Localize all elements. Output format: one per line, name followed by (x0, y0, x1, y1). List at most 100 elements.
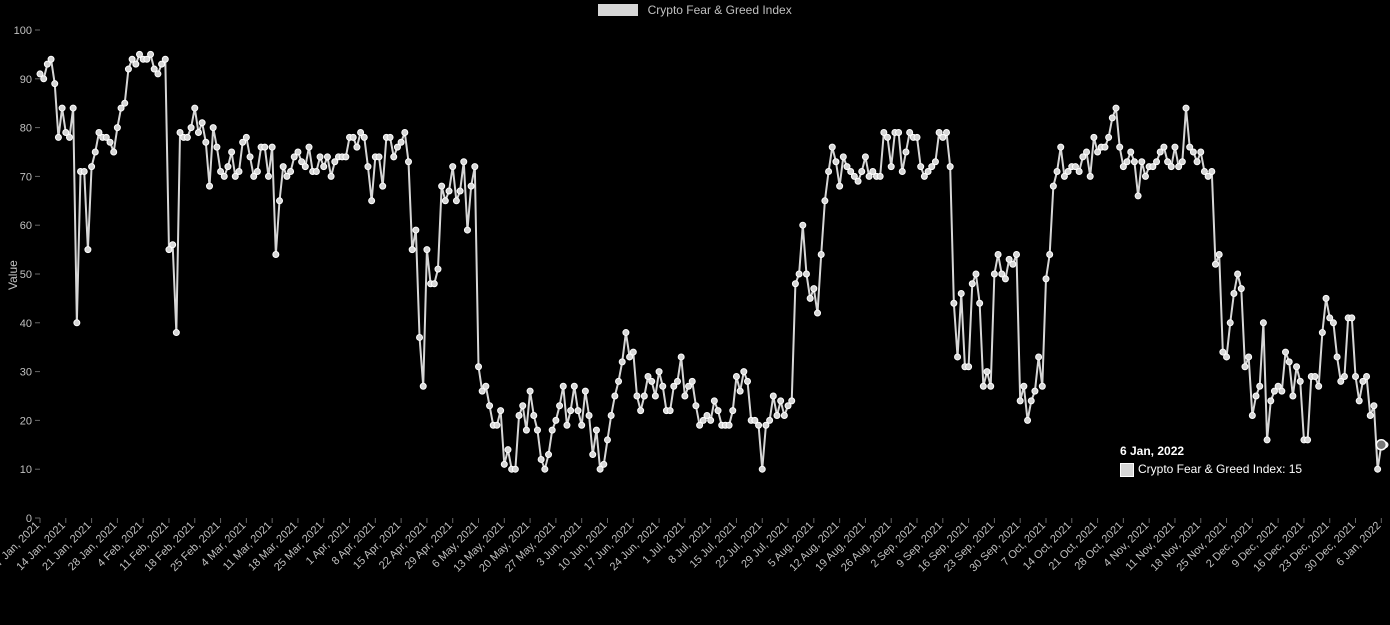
data-point[interactable] (932, 159, 938, 165)
data-point[interactable] (579, 422, 585, 428)
data-point[interactable] (557, 403, 563, 409)
data-point[interactable] (1375, 466, 1381, 472)
data-point[interactable] (759, 466, 765, 472)
data-point[interactable] (833, 159, 839, 165)
data-point[interactable] (1084, 149, 1090, 155)
data-point[interactable] (774, 413, 780, 419)
data-point[interactable] (431, 281, 437, 287)
data-point[interactable] (1297, 378, 1303, 384)
data-point[interactable] (1047, 251, 1053, 257)
data-point[interactable] (74, 320, 80, 326)
data-point[interactable] (424, 247, 430, 253)
data-point[interactable] (741, 369, 747, 375)
data-point[interactable] (667, 408, 673, 414)
data-point[interactable] (243, 134, 249, 140)
data-point[interactable] (409, 247, 415, 253)
data-point[interactable] (1128, 149, 1134, 155)
data-point[interactable] (966, 364, 972, 370)
data-point[interactable] (800, 222, 806, 228)
data-point[interactable] (1212, 261, 1218, 267)
data-point[interactable] (973, 271, 979, 277)
data-point[interactable] (483, 383, 489, 389)
data-point[interactable] (133, 61, 139, 67)
data-point[interactable] (969, 281, 975, 287)
data-point[interactable] (1131, 159, 1137, 165)
data-point[interactable] (472, 164, 478, 170)
data-point[interactable] (1142, 173, 1148, 179)
data-point[interactable] (1179, 159, 1185, 165)
data-point[interactable] (575, 408, 581, 414)
data-point[interactable] (343, 154, 349, 160)
data-point[interactable] (328, 173, 334, 179)
data-point[interactable] (862, 154, 868, 160)
data-point[interactable] (1036, 354, 1042, 360)
data-point[interactable] (464, 227, 470, 233)
data-point[interactable] (52, 81, 58, 87)
data-point[interactable] (958, 291, 964, 297)
data-point[interactable] (236, 169, 242, 175)
data-point[interactable] (641, 393, 647, 399)
data-point[interactable] (1268, 398, 1274, 404)
data-point[interactable] (184, 134, 190, 140)
data-point[interactable] (70, 105, 76, 111)
data-point[interactable] (321, 164, 327, 170)
data-point[interactable] (634, 393, 640, 399)
data-point[interactable] (549, 427, 555, 433)
data-point[interactable] (767, 417, 773, 423)
data-point[interactable] (855, 178, 861, 184)
data-point[interactable] (711, 398, 717, 404)
data-point[interactable] (1010, 261, 1016, 267)
data-point[interactable] (1076, 169, 1082, 175)
data-point[interactable] (81, 169, 87, 175)
data-point[interactable] (380, 183, 386, 189)
data-point[interactable] (317, 154, 323, 160)
data-point[interactable] (619, 359, 625, 365)
data-point[interactable] (1231, 291, 1237, 297)
data-point[interactable] (1113, 105, 1119, 111)
data-point[interactable] (350, 134, 356, 140)
data-point[interactable] (988, 383, 994, 389)
data-point[interactable] (1043, 276, 1049, 282)
data-point[interactable] (398, 139, 404, 145)
data-point[interactable] (85, 247, 91, 253)
data-point[interactable] (955, 354, 961, 360)
data-point[interactable] (1257, 383, 1263, 389)
data-point[interactable] (450, 164, 456, 170)
data-point[interactable] (582, 388, 588, 394)
data-point[interactable] (604, 437, 610, 443)
data-point[interactable] (877, 173, 883, 179)
data-point[interactable] (114, 125, 120, 131)
data-point[interactable] (885, 134, 891, 140)
data-point[interactable] (48, 56, 54, 62)
data-point[interactable] (41, 76, 47, 82)
data-point[interactable] (1021, 383, 1027, 389)
data-point[interactable] (1161, 144, 1167, 150)
data-point[interactable] (826, 169, 832, 175)
data-point[interactable] (896, 129, 902, 135)
data-point[interactable] (501, 461, 507, 467)
data-point[interactable] (203, 139, 209, 145)
data-point[interactable] (313, 169, 319, 175)
legend-top[interactable]: Crypto Fear & Greed Index (0, 2, 1390, 17)
data-point[interactable] (262, 144, 268, 150)
data-point[interactable] (1353, 373, 1359, 379)
data-point[interactable] (531, 413, 537, 419)
data-point[interactable] (254, 169, 260, 175)
data-point[interactable] (538, 456, 544, 462)
data-point[interactable] (660, 383, 666, 389)
data-point[interactable] (468, 183, 474, 189)
data-point[interactable] (693, 403, 699, 409)
data-point[interactable] (715, 408, 721, 414)
data-point[interactable] (59, 105, 65, 111)
data-point[interactable] (1367, 413, 1373, 419)
data-point[interactable] (947, 164, 953, 170)
data-point[interactable] (682, 393, 688, 399)
data-point[interactable] (708, 417, 714, 423)
data-point[interactable] (1312, 373, 1318, 379)
data-point[interactable] (1054, 169, 1060, 175)
data-point[interactable] (656, 369, 662, 375)
data-point[interactable] (420, 383, 426, 389)
data-point[interactable] (1371, 403, 1377, 409)
data-point[interactable] (457, 188, 463, 194)
data-point[interactable] (822, 198, 828, 204)
